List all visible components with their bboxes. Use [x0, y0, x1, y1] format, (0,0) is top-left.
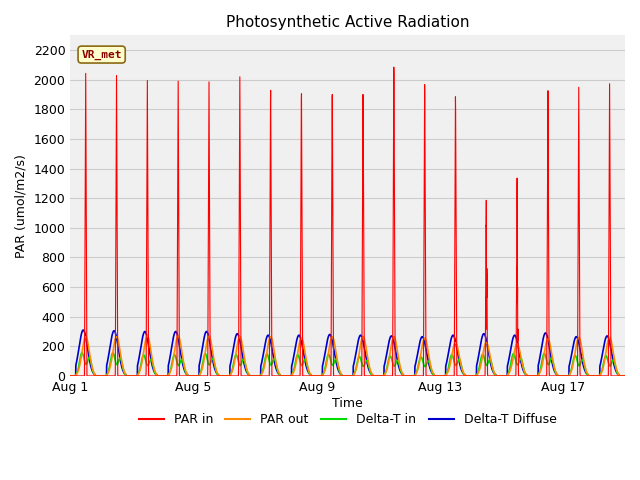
- Title: Photosynthetic Active Radiation: Photosynthetic Active Radiation: [226, 15, 469, 30]
- X-axis label: Time: Time: [332, 396, 363, 409]
- Y-axis label: PAR (umol/m2/s): PAR (umol/m2/s): [15, 154, 28, 258]
- Text: VR_met: VR_met: [81, 49, 122, 60]
- Legend: PAR in, PAR out, Delta-T in, Delta-T Diffuse: PAR in, PAR out, Delta-T in, Delta-T Dif…: [134, 408, 562, 431]
